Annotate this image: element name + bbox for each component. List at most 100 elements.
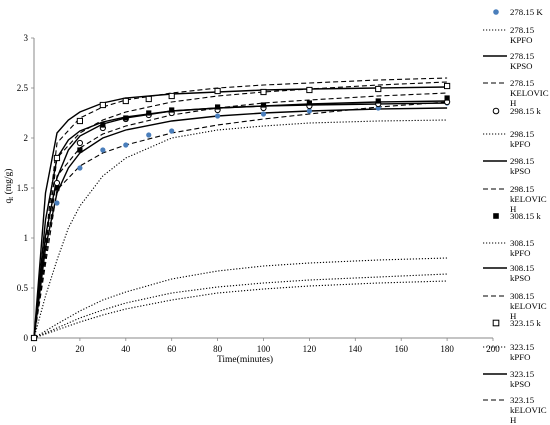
legend-label: H [510, 415, 517, 425]
x-tick-label: 0 [32, 344, 37, 354]
legend-marker [493, 213, 499, 219]
legend-label: 298.15 [510, 129, 535, 139]
data-point [215, 113, 221, 119]
y-tick-label: 1.5 [17, 183, 29, 193]
legend-label: kELOVIC [510, 405, 547, 415]
y-tick-label: 1 [24, 233, 29, 243]
x-tick-label: 100 [257, 344, 271, 354]
data-point [260, 111, 267, 117]
data-point [375, 85, 382, 93]
axes: 0 20 40 60 80 100 120 140 160 180 200 0 0.5 1 1.5 2 2.5 3 [17, 33, 501, 354]
legend-entry: 298.15 k [492, 106, 541, 116]
legend-label: kPSO [510, 166, 531, 176]
data-point [260, 102, 267, 108]
legend-label: kPFO [510, 248, 531, 258]
series-line-9 [33, 257, 448, 339]
legend-label: 308.15 [510, 291, 535, 301]
data-point [169, 128, 175, 134]
series-line-10 [33, 100, 448, 339]
legend-label: 323.15 [510, 395, 535, 405]
legend-label: H [510, 204, 517, 214]
y-tick-label: 2.5 [17, 83, 29, 93]
data-point [146, 110, 152, 116]
x-tick-label: 180 [440, 344, 454, 354]
legend-label: 298.15 [510, 156, 535, 166]
series-line-3 [33, 101, 448, 339]
legend-label: kPSO [510, 273, 531, 283]
legend-entry: 323.15 k [492, 318, 541, 328]
legend-label: 298.15 [510, 184, 535, 194]
legend-label: kPFO [510, 352, 531, 362]
data-point [30, 334, 38, 342]
data-point [375, 98, 381, 104]
series-line-7 [33, 92, 448, 339]
data-point [169, 107, 175, 113]
series-line-13 [33, 280, 448, 339]
data-point [54, 200, 60, 206]
data-point [306, 100, 312, 106]
data-point [145, 95, 152, 103]
data-point [146, 132, 152, 138]
legend-label: kPFO [510, 139, 531, 149]
legend-entry: 308.15 k [493, 211, 541, 221]
y-axis-label-main: q [4, 198, 14, 203]
y-axis-label-sub: t [7, 197, 15, 199]
series-line-2 [33, 107, 448, 339]
legend-marker [492, 107, 500, 115]
legend: 278.15 K278.15KPFO278.15KPSO278.15KELOVI… [483, 7, 549, 425]
data-point [100, 147, 106, 153]
legend-label: kELOVIC [510, 194, 547, 204]
x-tick-label: 140 [349, 344, 363, 354]
legend-label: 323.15 [510, 342, 535, 352]
x-tick-label: 200 [486, 344, 500, 354]
x-tick-label: 80 [213, 344, 223, 354]
legend-label: H [510, 98, 517, 108]
x-tick-label: 120 [303, 344, 317, 354]
legend-marker [492, 319, 500, 327]
data-point [77, 147, 83, 153]
data-point [306, 108, 312, 114]
data-point [168, 92, 175, 100]
legend-label: 308.15 [510, 263, 535, 273]
legend-label: 298.15 k [510, 106, 541, 116]
legend-label: 323.15 [510, 369, 535, 379]
legend-label: 308.15 k [510, 211, 541, 221]
y-tick-label: 2 [24, 133, 29, 143]
data-point [100, 122, 106, 128]
data-point [123, 115, 129, 121]
series-line-1 [33, 119, 448, 339]
legend-label: KPFO [510, 35, 533, 45]
y-tick-label: 0 [24, 333, 29, 343]
data-point [76, 117, 84, 125]
data-point [99, 101, 106, 109]
data-point [53, 154, 61, 162]
data-point [122, 97, 129, 105]
x-tick-label: 40 [121, 344, 131, 354]
x-tick-label: 20 [75, 344, 85, 354]
legend-entry: 278.15 K [493, 7, 543, 17]
data-point [260, 88, 267, 96]
series-line-5 [33, 273, 448, 339]
data-point [306, 86, 313, 94]
y-tick-label: 0.5 [17, 283, 29, 293]
data-point [77, 165, 83, 171]
data-point [53, 179, 61, 187]
legend-label: KPSO [510, 61, 533, 71]
data-point [54, 185, 60, 191]
curves [33, 77, 448, 339]
legend-label: 323.15 k [510, 318, 541, 328]
legend-label: KELOVIC [510, 88, 549, 98]
data-point [444, 95, 450, 101]
y-tick-label: 3 [24, 33, 29, 43]
